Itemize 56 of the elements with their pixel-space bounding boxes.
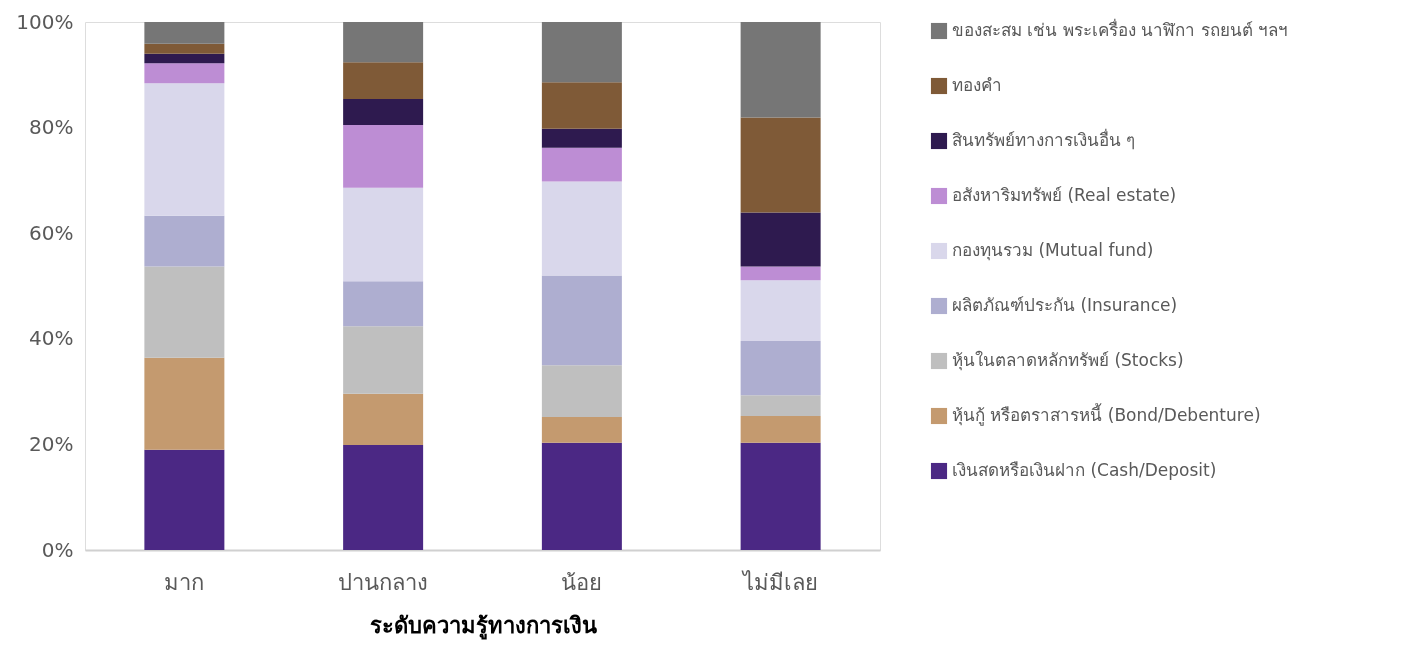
legend-label: หุ้นในตลาดหลักทรัพย์ (Stocks) xyxy=(952,350,1184,371)
legend-label: กองทุนรวม (Mutual fund) xyxy=(952,240,1154,261)
bar xyxy=(144,53,225,64)
y-tick-label: 20% xyxy=(29,431,74,456)
bar xyxy=(740,22,821,118)
bar xyxy=(541,442,622,550)
legend-label: ทองคำ xyxy=(952,75,1002,95)
bar xyxy=(541,22,622,83)
bar xyxy=(541,82,622,129)
bar xyxy=(144,266,225,358)
bar xyxy=(144,83,225,216)
legend-label: อสังหาริมทรัพย์ (Real estate) xyxy=(952,185,1177,205)
bar xyxy=(343,62,424,100)
bar xyxy=(541,147,622,182)
bar xyxy=(343,187,424,282)
bar xyxy=(740,212,821,267)
x-tick-label: น้อย xyxy=(561,569,603,595)
bar xyxy=(740,395,821,416)
bar xyxy=(740,340,821,396)
bar xyxy=(541,416,622,443)
bar xyxy=(740,117,821,213)
y-tick-label: 100% xyxy=(16,9,74,34)
bar xyxy=(343,281,424,327)
bar xyxy=(144,357,225,450)
bar xyxy=(343,22,424,63)
bar xyxy=(740,442,821,550)
bar xyxy=(343,393,424,445)
bar xyxy=(541,181,622,276)
bar xyxy=(144,63,225,84)
y-tick-label: 40% xyxy=(29,326,74,351)
bar xyxy=(541,275,622,366)
bar xyxy=(740,415,821,443)
bar xyxy=(144,22,225,44)
bar xyxy=(343,99,424,125)
x-axis-title: ระดับความรู้ทางการเงิน xyxy=(369,612,597,640)
y-tick-label: 0% xyxy=(41,537,74,562)
bar xyxy=(343,124,424,188)
legend-label: หุ้นกู้ หรือตราสารหนี้ (Bond/Debenture) xyxy=(952,403,1261,426)
bar xyxy=(343,444,424,550)
legend-label: เงินสดหรือเงินฝาก (Cash/Deposit) xyxy=(952,460,1217,480)
y-tick-label: 80% xyxy=(29,115,74,140)
y-tick-label: 60% xyxy=(29,220,74,245)
bar xyxy=(740,266,821,281)
bar xyxy=(740,280,821,341)
legend-label: ของสะสม เช่น พระเครื่อง นาฬิกา รถยนต์ ฯลฯ xyxy=(952,18,1289,40)
bar xyxy=(144,215,225,267)
x-tick-label: ปานกลาง xyxy=(338,569,429,595)
x-tick-label: ไม่มีเลย xyxy=(741,569,819,595)
bar xyxy=(541,128,622,148)
bar xyxy=(541,365,622,417)
bar xyxy=(343,326,424,394)
bar xyxy=(144,43,225,54)
bar xyxy=(144,449,225,550)
legend-label: สินทรัพย์ทางการเงินอื่น ๆ xyxy=(952,128,1136,150)
x-tick-label: มาก xyxy=(164,569,205,595)
legend-label: ผลิตภัณฑ์ประกัน (Insurance) xyxy=(952,295,1178,315)
